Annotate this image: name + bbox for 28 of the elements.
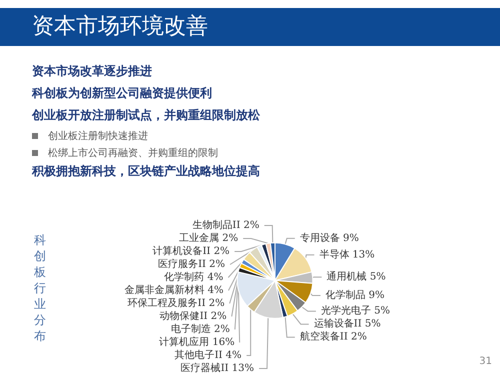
slice-label: 生物制品II 2%	[192, 219, 260, 231]
slice-label: 通用机械 5%	[326, 270, 386, 283]
slice-label: 航空装备II 2%	[300, 330, 367, 343]
slice-label: 计算机应用 16%	[159, 336, 235, 348]
slice-label: 动物保健II 2%	[160, 311, 227, 322]
text: 科创板为创新型公司融资提供便利	[32, 85, 213, 102]
slice-label: 电子制造 2%	[170, 323, 230, 335]
text: 科创板行业分布	[34, 232, 47, 344]
text: 创业板开放注册制试点，并购重组限制放松	[32, 107, 261, 124]
slice-label: 工业金属 2%	[179, 232, 238, 244]
slice-label: 化学制品 9%	[325, 289, 385, 302]
slice-label: 金属非金属新材料 4%	[124, 284, 224, 296]
slice-label: 医疗器械II 13%	[180, 362, 254, 374]
chart-title: 资本市场环境改善	[0, 8, 500, 46]
slice-label: 环保工程及服务II 2%	[128, 297, 225, 309]
text: 积极拥抱新科技，区块链产业战略地位提高	[32, 163, 261, 180]
slice-label: 医疗服务II 2%	[158, 258, 226, 270]
slice-label: 其他电子II 4%	[174, 349, 242, 361]
slice-label: 光学光电子 5%	[320, 304, 390, 317]
text: 松绑上市公司再融资、并购重组的限制	[32, 146, 472, 160]
slice-label: 运输设备II 5%	[314, 318, 381, 330]
text: 31	[479, 356, 492, 367]
slice-label: 半导体 13%	[319, 248, 375, 260]
slice-label: 化学制药 4%	[164, 271, 224, 283]
text: 资本市场改革逐步推进	[32, 63, 153, 80]
text: 创业板注册制快速推进	[32, 129, 472, 143]
slice-label: 专用设备 9%	[300, 232, 359, 244]
slice-label: 计算机设备II 2%	[152, 245, 230, 257]
